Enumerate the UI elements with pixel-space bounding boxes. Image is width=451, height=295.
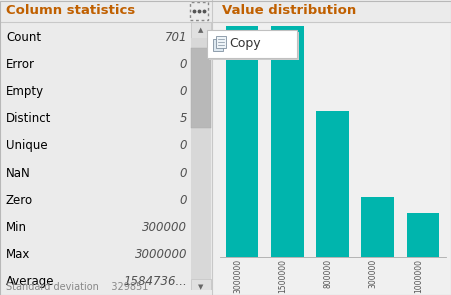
Text: Unique: Unique bbox=[6, 140, 47, 153]
Bar bbox=[226, 26, 258, 257]
Text: 3000000: 3000000 bbox=[233, 259, 242, 293]
Text: Max: Max bbox=[6, 248, 30, 261]
Bar bbox=[0, 290, 212, 295]
Text: Count: Count bbox=[6, 31, 41, 44]
Text: 3000000: 3000000 bbox=[134, 248, 187, 261]
Text: 5: 5 bbox=[179, 112, 187, 125]
Bar bbox=[191, 38, 211, 279]
Bar bbox=[406, 213, 438, 257]
Text: 300000: 300000 bbox=[142, 221, 187, 234]
Text: 0: 0 bbox=[179, 85, 187, 98]
Text: Value distribution: Value distribution bbox=[221, 4, 355, 17]
Bar bbox=[316, 112, 348, 257]
Text: 1584736...: 1584736... bbox=[123, 275, 187, 288]
Text: 0: 0 bbox=[179, 58, 187, 71]
Bar bbox=[212, 0, 451, 295]
Text: Column statistics: Column statistics bbox=[6, 4, 135, 17]
Bar bbox=[216, 36, 226, 48]
Text: 300000: 300000 bbox=[368, 259, 377, 288]
Text: Error: Error bbox=[6, 58, 35, 71]
Bar bbox=[191, 22, 211, 38]
Text: ▼: ▼ bbox=[198, 284, 203, 290]
Text: Zero: Zero bbox=[6, 194, 33, 207]
Text: 800000: 800000 bbox=[323, 259, 332, 288]
Text: 1500000: 1500000 bbox=[278, 259, 287, 293]
Bar bbox=[0, 0, 212, 295]
Text: 1000000: 1000000 bbox=[413, 259, 422, 293]
Text: Copy: Copy bbox=[229, 37, 260, 50]
Bar bbox=[207, 30, 296, 58]
Text: NaN: NaN bbox=[6, 167, 31, 180]
Text: 0: 0 bbox=[179, 194, 187, 207]
Bar bbox=[361, 197, 393, 257]
FancyBboxPatch shape bbox=[189, 2, 207, 20]
Bar bbox=[191, 279, 211, 295]
Text: Standard deviation    329851: Standard deviation 329851 bbox=[6, 282, 148, 292]
Bar bbox=[208, 32, 299, 60]
Text: ▲: ▲ bbox=[198, 27, 203, 33]
Text: Average: Average bbox=[6, 275, 55, 288]
Bar bbox=[191, 48, 211, 128]
Bar bbox=[212, 39, 222, 51]
Text: 0: 0 bbox=[179, 167, 187, 180]
Bar bbox=[271, 26, 303, 257]
Bar bbox=[0, 0, 451, 22]
Text: Empty: Empty bbox=[6, 85, 44, 98]
Text: 0: 0 bbox=[179, 140, 187, 153]
Text: Distinct: Distinct bbox=[6, 112, 51, 125]
Text: Min: Min bbox=[6, 221, 27, 234]
Text: 701: 701 bbox=[164, 31, 187, 44]
